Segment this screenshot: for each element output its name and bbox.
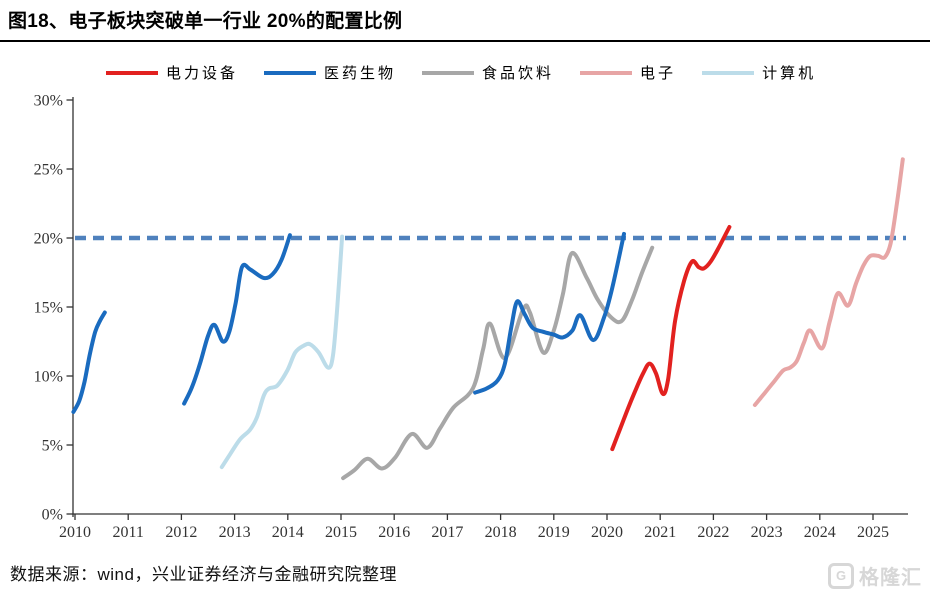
y-tick-label: 30% xyxy=(34,93,63,110)
y-tick-label: 15% xyxy=(34,300,63,317)
x-tick-label: 2011 xyxy=(112,524,143,541)
legend-item-computer: 计算机 xyxy=(702,62,816,83)
x-tick-label: 2014 xyxy=(272,524,304,541)
x-tick-label: 2024 xyxy=(804,524,836,541)
legend-item-pharma-bio: 医药生物 xyxy=(264,62,396,83)
x-tick-label: 2018 xyxy=(485,524,517,541)
y-tick-label: 25% xyxy=(34,162,63,179)
legend-swatch-computer xyxy=(702,70,755,75)
series-line-computer xyxy=(219,234,345,470)
series-line-pharma-bio xyxy=(71,310,107,414)
y-tick-label: 20% xyxy=(34,231,63,248)
legend-label-pharma-bio: 医药生物 xyxy=(324,66,397,82)
chart-legend: 电力设备 医药生物 食品饮料 电子 计算机 xyxy=(106,62,816,83)
legend-swatch-electronics xyxy=(580,70,633,75)
x-tick-label: 2021 xyxy=(644,524,676,541)
data-source-note: 数据来源：wind，兴业证券经济与金融研究院整理 xyxy=(10,565,397,584)
legend-label-power-equipment: 电力设备 xyxy=(166,66,239,82)
legend-label-computer: 计算机 xyxy=(762,66,817,82)
legend-item-electronics: 电子 xyxy=(580,62,676,83)
legend-item-power-equipment: 电力设备 xyxy=(106,62,238,83)
legend-label-food-beverage: 食品饮料 xyxy=(482,66,555,82)
x-tick-label: 2015 xyxy=(325,524,357,541)
x-tick-label: 2022 xyxy=(697,524,729,541)
legend-item-food-beverage: 食品饮料 xyxy=(422,62,554,83)
x-tick-label: 2010 xyxy=(59,524,91,541)
title-divider xyxy=(0,40,930,42)
x-tick-label: 2019 xyxy=(538,524,570,541)
x-tick-label: 2025 xyxy=(857,524,889,541)
series-line-electronics xyxy=(752,157,905,407)
series-line-power-equipment xyxy=(610,225,732,452)
gelonghui-watermark: G 格隆汇 xyxy=(828,561,922,590)
y-tick-label: 0% xyxy=(42,507,63,524)
y-tick-label: 10% xyxy=(34,369,63,386)
x-tick-label: 2017 xyxy=(431,524,463,541)
gelonghui-logo-icon: G xyxy=(828,562,854,589)
gelonghui-logo-text: 格隆汇 xyxy=(859,567,922,589)
legend-label-electronics: 电子 xyxy=(640,66,677,82)
series-line-food-beverage xyxy=(341,245,655,481)
legend-swatch-pharma-bio xyxy=(264,70,317,75)
legend-swatch-power-equipment xyxy=(106,70,158,75)
x-tick-label: 2016 xyxy=(378,524,410,541)
y-tick-label: 5% xyxy=(42,438,63,455)
x-tick-label: 2023 xyxy=(751,524,783,541)
x-tick-label: 2020 xyxy=(591,524,623,541)
figure-title: 图18、电子板块突破单一行业 20%的配置比例 xyxy=(8,11,403,32)
series-line-pharma-bio xyxy=(182,233,292,406)
x-tick-label: 2012 xyxy=(165,524,197,541)
x-tick-label: 2013 xyxy=(219,524,251,541)
series-line-pharma-bio xyxy=(473,231,626,395)
legend-swatch-food-beverage xyxy=(422,70,475,75)
